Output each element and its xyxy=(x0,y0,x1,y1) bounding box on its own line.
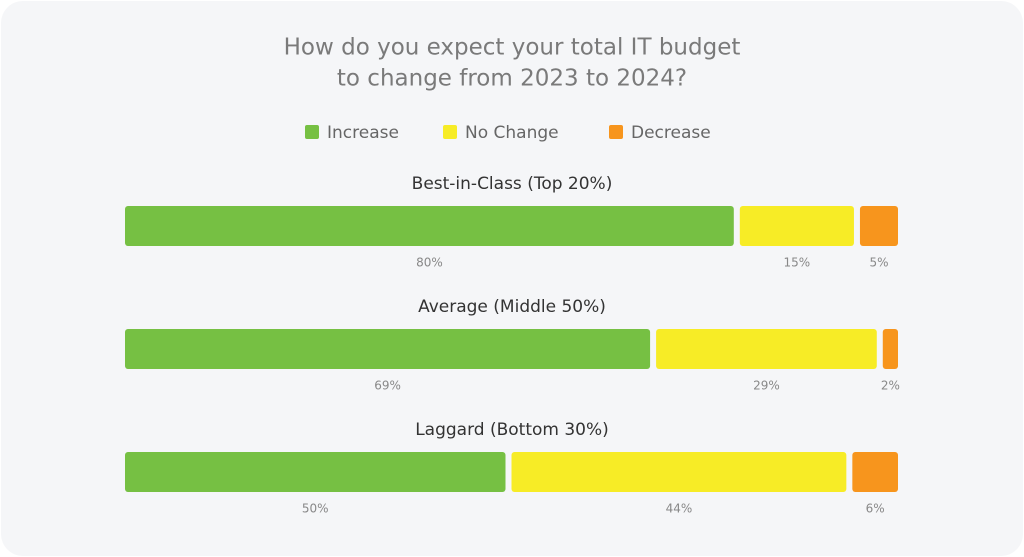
category-title: Laggard (Bottom 30%) xyxy=(415,420,609,440)
bar-segment xyxy=(125,329,651,369)
legend-swatch xyxy=(305,125,319,139)
category-title: Best-in-Class (Top 20%) xyxy=(412,174,613,194)
value-label: 29% xyxy=(753,379,780,393)
value-label: 44% xyxy=(666,502,693,516)
bar-segment xyxy=(882,329,898,369)
value-label: 6% xyxy=(866,502,885,516)
bar-segment xyxy=(511,452,847,492)
value-label: 15% xyxy=(784,256,811,270)
bar-segment xyxy=(739,206,854,246)
value-label: 80% xyxy=(416,256,443,270)
bar-segment xyxy=(125,452,506,492)
legend-swatch xyxy=(443,125,457,139)
bar-segment xyxy=(852,452,898,492)
category-title: Average (Middle 50%) xyxy=(418,297,606,317)
value-label: 69% xyxy=(374,379,401,393)
legend-swatch xyxy=(609,125,623,139)
legend-label: Increase xyxy=(327,123,399,143)
value-label: 2% xyxy=(881,379,900,393)
legend-label: Decrease xyxy=(631,123,711,143)
value-label: 50% xyxy=(302,502,329,516)
chart-title: to change from 2023 to 2024? xyxy=(337,66,687,92)
legend-label: No Change xyxy=(465,123,559,143)
value-label: 5% xyxy=(869,256,888,270)
bar-segment xyxy=(859,206,898,246)
chart-title: How do you expect your total IT budget xyxy=(284,35,741,61)
bar-segment xyxy=(125,206,734,246)
bar-segment xyxy=(656,329,877,369)
